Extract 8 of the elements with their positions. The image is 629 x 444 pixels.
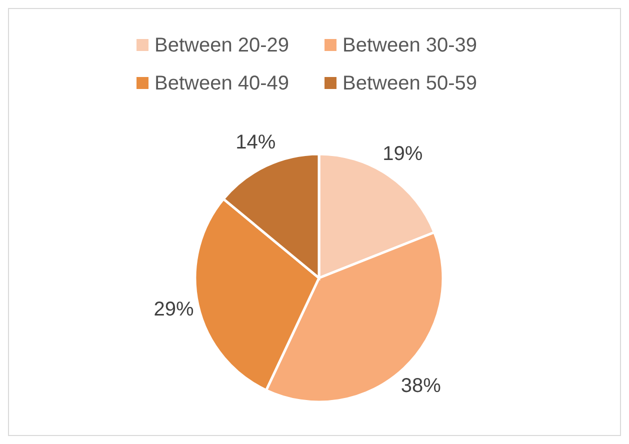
data-label: 19% xyxy=(382,143,423,166)
data-label: 14% xyxy=(236,132,276,154)
legend-label: Between 50-59 xyxy=(342,72,478,94)
legend-label: Between 20-29 xyxy=(154,34,290,56)
data-label: 38% xyxy=(400,374,442,397)
legend-label: Between 30-39 xyxy=(342,34,478,56)
legend-label: Between 40-49 xyxy=(154,72,290,94)
data-label: 29% xyxy=(154,298,194,321)
